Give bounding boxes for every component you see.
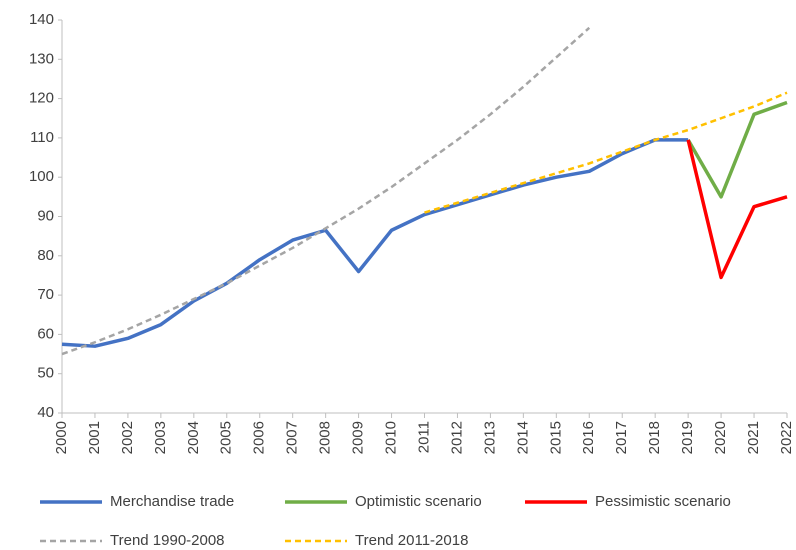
y-tick-label: 140 — [29, 11, 54, 28]
y-tick-label: 90 — [37, 207, 54, 224]
x-tick-label: 2004 — [185, 421, 202, 454]
y-tick-label: 110 — [30, 129, 54, 146]
x-tick-label: 2013 — [481, 421, 498, 454]
x-tick-label: 2014 — [514, 421, 531, 454]
x-tick-label: 2008 — [317, 421, 334, 454]
x-tick-label: 2019 — [679, 421, 696, 454]
legend-label: Merchandise trade — [110, 493, 234, 510]
x-tick-label: 2022 — [778, 421, 795, 454]
legend-label: Optimistic scenario — [355, 493, 482, 510]
x-tick-label: 2018 — [646, 421, 663, 454]
x-tick-label: 2009 — [350, 421, 367, 454]
legend-label: Trend 2011-2018 — [355, 532, 468, 549]
x-tick-label: 2010 — [383, 421, 400, 454]
y-tick-label: 40 — [37, 404, 54, 421]
y-tick-label: 80 — [37, 247, 54, 264]
series-line — [61, 138, 689, 348]
series-line — [686, 100, 788, 199]
x-tick-label: 2012 — [448, 421, 465, 454]
x-tick-label: 2011 — [415, 421, 432, 453]
y-tick-label: 70 — [37, 286, 54, 303]
x-tick-label: 2001 — [86, 421, 103, 454]
x-tick-label: 2007 — [284, 421, 301, 454]
series-line — [424, 91, 788, 214]
x-tick-label: 2017 — [613, 421, 630, 454]
legend-label: Trend 1990-2008 — [110, 532, 225, 549]
x-tick-label: 2021 — [745, 421, 762, 454]
x-tick-label: 2000 — [53, 421, 70, 454]
y-tick-label: 100 — [29, 168, 54, 185]
series-line — [686, 139, 788, 280]
x-tick-label: 2015 — [547, 421, 564, 454]
legend-label: Pessimistic scenario — [595, 493, 731, 510]
y-tick-label: 50 — [37, 365, 54, 382]
series-line — [61, 26, 591, 356]
x-tick-label: 2006 — [251, 421, 268, 454]
y-tick-label: 120 — [29, 90, 54, 107]
x-tick-label: 2016 — [580, 421, 597, 454]
x-tick-label: 2020 — [712, 421, 729, 454]
y-tick-label: 130 — [29, 50, 54, 67]
x-tick-label: 2002 — [119, 421, 136, 454]
y-tick-label: 60 — [37, 325, 54, 342]
x-tick-label: 2003 — [152, 421, 169, 454]
x-tick-label: 2005 — [218, 421, 235, 454]
